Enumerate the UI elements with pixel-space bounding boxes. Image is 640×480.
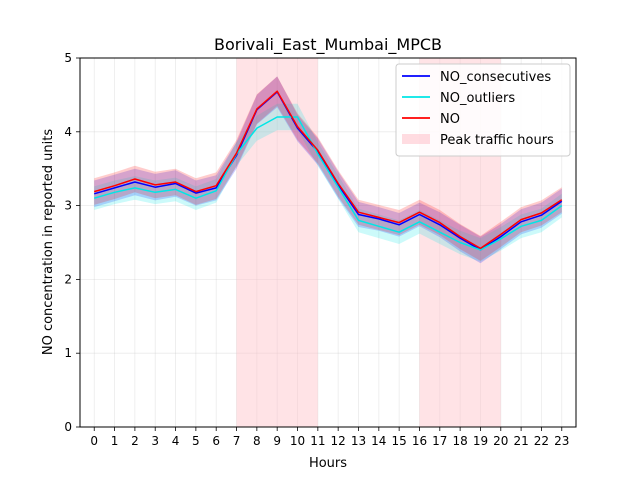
legend-swatch-peak-traffic-hours xyxy=(402,134,430,144)
x-tick-label: 2 xyxy=(131,434,139,448)
x-tick-label: 3 xyxy=(151,434,159,448)
x-tick-label: 15 xyxy=(392,434,407,448)
x-tick-label: 22 xyxy=(534,434,549,448)
legend-label-no-consecutives: NO_consecutives xyxy=(440,70,551,85)
x-tick-label: 21 xyxy=(513,434,528,448)
series-line-no-outliers xyxy=(93,116,563,251)
y-tick-label: 1 xyxy=(64,346,72,360)
x-tick-label: 14 xyxy=(371,434,386,448)
x-tick-label: 7 xyxy=(233,434,241,448)
legend: NO_consecutives NO_outliers NO Peak traffic… xyxy=(395,63,571,157)
y-tick-label: 2 xyxy=(64,272,72,286)
axes-frame xyxy=(79,57,577,428)
x-axis-label: Hours xyxy=(309,456,347,471)
y-tick-label: 4 xyxy=(64,125,72,139)
series-line-no xyxy=(93,90,563,250)
x-tick-label: 20 xyxy=(493,434,508,448)
x-tick-label: 5 xyxy=(192,434,200,448)
x-tick-label: 0 xyxy=(90,434,98,448)
x-tick-label: 17 xyxy=(432,434,447,448)
chart-title: Borivali_East_Mumbai_MPCB xyxy=(214,35,442,55)
x-tick-label: 13 xyxy=(351,434,366,448)
y-axis-label: NO concentration in reported units xyxy=(41,129,56,356)
x-tick-label: 10 xyxy=(290,434,305,448)
y-tick-label: 5 xyxy=(64,51,72,65)
x-tick-label: 19 xyxy=(473,434,488,448)
plot-area: 0 1 2 3 4 5 6 7 8 9 10 11 12 13 14 15 16 17 18 19 20 21 22 2301… xyxy=(64,51,577,448)
x-tick-label: 8 xyxy=(253,434,261,448)
legend-label-peak-traffic-hours: Peak traffic hours xyxy=(440,133,554,148)
x-tick-label: 1 xyxy=(111,434,119,448)
peak-traffic-region xyxy=(236,58,318,427)
x-tick-label: 16 xyxy=(412,434,427,448)
legend-box xyxy=(395,63,571,157)
x-tick-label: 4 xyxy=(172,434,180,448)
x-tick-label: 6 xyxy=(212,434,220,448)
legend-label-no-outliers: NO_outliers xyxy=(440,91,515,106)
x-tick-label: 11 xyxy=(310,434,325,448)
x-tick-label: 9 xyxy=(273,434,281,448)
x-tick-label: 23 xyxy=(554,434,569,448)
y-tick-label: 0 xyxy=(64,420,72,434)
y-tick-label: 3 xyxy=(64,199,72,213)
x-tick-label: 12 xyxy=(331,434,346,448)
x-tick-label: 18 xyxy=(452,434,467,448)
legend-label-no: NO xyxy=(440,112,460,127)
